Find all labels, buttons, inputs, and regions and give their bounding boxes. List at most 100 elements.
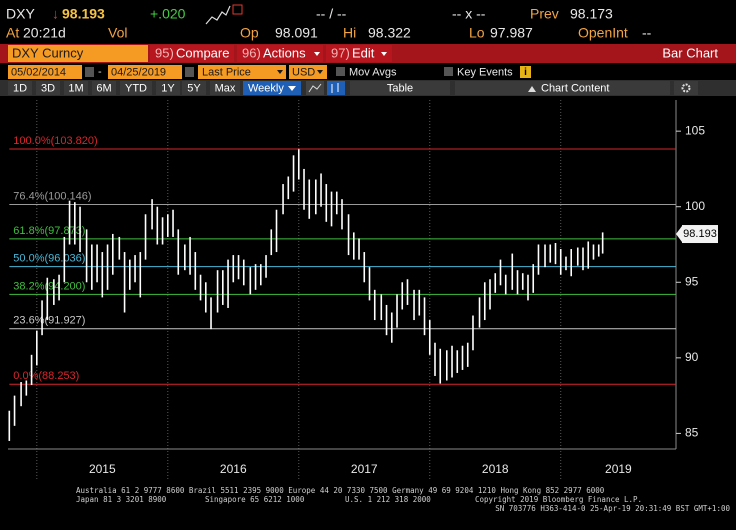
chart-content-button[interactable] <box>455 81 670 95</box>
currency-text: USD <box>292 66 315 78</box>
range-button[interactable] <box>8 81 32 95</box>
retracement-label: 23.6%(91.927) <box>13 315 85 327</box>
range-text: Max <box>215 82 236 94</box>
security-field[interactable] <box>8 45 148 62</box>
info-icon[interactable] <box>520 66 531 78</box>
range-text: 5Y <box>187 82 201 94</box>
tab-number: 95) <box>155 45 174 60</box>
footer-singapore: Singapore 65 6212 1000 <box>205 495 305 504</box>
low-value: 97.987 <box>490 25 533 41</box>
chart-content-text: Chart Content <box>541 82 609 94</box>
bar-tool-icon[interactable] <box>327 81 345 95</box>
dropdown-arrow <box>381 52 387 56</box>
last-price-pointer <box>676 226 682 243</box>
start-date: 05/02/2014 <box>11 66 66 78</box>
range-text: 1M <box>68 82 83 94</box>
tab-number: 97) <box>331 45 350 60</box>
x-tick-label: 2019 <box>605 462 632 476</box>
prev-value: 98.173 <box>570 6 613 22</box>
retracement-label: 50.0%(96.036) <box>13 253 85 265</box>
range-text: YTD <box>125 82 147 94</box>
y-tick-label: 95 <box>685 274 699 288</box>
chart: 2015 2016 2017 2018 2019 85 90 95 100 105 100.0%(1… <box>8 100 718 479</box>
y-tick-label: 90 <box>685 350 699 364</box>
retracement-label: 100.0%(103.820) <box>13 135 97 147</box>
tab-label: Actions <box>263 45 306 60</box>
checkbox[interactable] <box>444 67 453 76</box>
dropdown-arrow <box>314 52 320 56</box>
end-date: 04/25/2019 <box>111 66 166 78</box>
bid-ask-size: -- x -- <box>452 6 486 22</box>
option-label: Mov Avgs <box>349 66 397 78</box>
footer-copyright: Copyright 2019 Bloomberg Finance L.P. <box>475 495 642 504</box>
range-button[interactable] <box>120 81 152 95</box>
start-date-field[interactable] <box>8 65 82 79</box>
tab-label: Edit <box>352 45 375 60</box>
line-tool-glyph <box>308 83 322 93</box>
range-button[interactable] <box>92 81 116 95</box>
footer-session: SN 703776 H363-414-0 25-Apr-19 20:31:49 … <box>495 504 730 513</box>
retracement-label: 38.2%(94.200) <box>13 280 85 292</box>
end-date-field[interactable] <box>108 65 182 79</box>
y-tick-label: 100 <box>685 199 705 213</box>
security-text: DXY Curncy <box>12 45 84 60</box>
footer-contacts: Australia 61 2 9777 8600 Brazil 5511 239… <box>76 486 605 495</box>
range-button[interactable] <box>36 81 60 95</box>
tab-compare[interactable]: 95) Compare <box>150 45 234 62</box>
retracement-label: 76.4%(100.146) <box>13 190 91 202</box>
period-select[interactable] <box>243 81 301 95</box>
high-value: 98.322 <box>368 25 411 41</box>
range-button[interactable] <box>182 81 206 95</box>
ticker: DXY <box>6 6 35 22</box>
vol-label: Vol <box>108 25 127 41</box>
currency-select[interactable] <box>289 65 327 79</box>
y-tick-label: 85 <box>685 426 699 440</box>
range-text: 6M <box>96 82 111 94</box>
retracement-label: 0.0%(88.253) <box>13 370 79 382</box>
time: 20:21d <box>23 25 66 41</box>
option-label: Key Events <box>457 66 513 78</box>
period-text: Weekly <box>248 82 284 94</box>
low-label: Lo <box>469 25 485 41</box>
x-tick-label: 2016 <box>220 462 247 476</box>
tab-edit[interactable]: 97) Edit <box>326 45 392 62</box>
footer-us: U.S. 1 212 318 2000 <box>345 495 431 504</box>
chart-type: Bar Chart <box>662 45 718 60</box>
settings-button[interactable] <box>674 81 698 95</box>
dropdown-arrow <box>288 86 296 91</box>
range-text: 3D <box>41 82 55 94</box>
tab-bg <box>326 45 392 62</box>
tab-bg <box>237 45 323 62</box>
sparkline-icon[interactable] <box>205 5 231 25</box>
dropdown-arrow <box>317 70 323 74</box>
chart-content-icon <box>528 86 536 92</box>
bar-tool-glyph <box>331 83 339 93</box>
field-select[interactable] <box>198 65 286 79</box>
tab-bg <box>150 45 234 62</box>
date-separator: - <box>98 66 102 78</box>
calendar-icon[interactable] <box>85 67 94 77</box>
at-label: At <box>6 25 19 41</box>
open-value: 98.091 <box>275 25 318 41</box>
tab-label: Compare <box>176 45 229 60</box>
calendar-icon[interactable] <box>185 67 194 77</box>
range-text: 1Y <box>161 82 175 94</box>
tab-actions[interactable]: 96) Actions <box>237 45 323 62</box>
info-icon-glyph: i <box>524 67 527 78</box>
checkbox[interactable] <box>336 67 345 76</box>
bid-ask: -- / -- <box>316 6 347 22</box>
net-change: +.020 <box>150 6 186 22</box>
range-button[interactable] <box>210 81 240 95</box>
range-buttons: 1D 3D 1M 6M YTD 1Y 5Y Max <box>8 81 240 95</box>
open-interest-label: OpenInt <box>578 25 628 41</box>
table-button[interactable] <box>350 81 450 95</box>
range-text: 1D <box>13 82 27 94</box>
x-tick-label: 2018 <box>482 462 509 476</box>
high-label: Hi <box>343 25 356 41</box>
range-button[interactable] <box>156 81 180 95</box>
range-button[interactable] <box>64 81 88 95</box>
y-tick-label: 105 <box>685 123 705 137</box>
field-text: Last Price <box>202 66 251 78</box>
